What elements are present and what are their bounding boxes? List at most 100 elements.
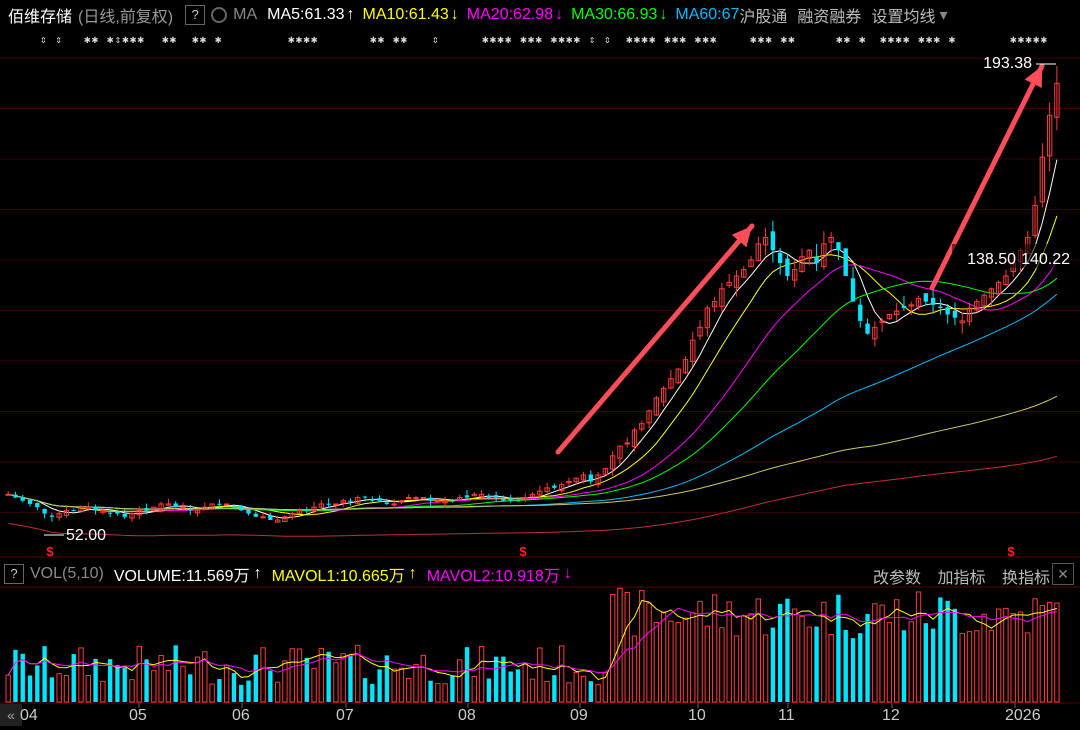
mavol1-line xyxy=(7,599,1058,681)
volume-bar xyxy=(959,632,965,703)
volume-bar xyxy=(522,663,528,703)
volume-bar xyxy=(930,628,936,702)
event-marker[interactable]: ✱✱✱✱✱ xyxy=(1010,33,1049,46)
candle-body xyxy=(194,509,201,514)
collapse-icon[interactable]: « xyxy=(0,704,22,726)
volume-bar xyxy=(151,670,157,703)
volume-bar xyxy=(493,656,499,702)
gear-icon[interactable] xyxy=(211,7,228,23)
candle-body xyxy=(136,509,142,516)
candle-body xyxy=(311,506,317,512)
event-marker[interactable]: ✱✱✱✱ xyxy=(288,33,319,46)
candle-body xyxy=(1032,204,1038,236)
stock-name[interactable]: 佰维存储 xyxy=(8,9,73,26)
candle-body xyxy=(858,304,863,321)
volume-bar xyxy=(239,684,244,702)
volume-actions: 改参数 加指标 换指标 xyxy=(861,564,1050,588)
event-marker[interactable]: ✱✱ ✱⇕✱✱✱ xyxy=(84,33,145,46)
volume-bar xyxy=(865,613,870,702)
set-ma-button[interactable]: 设置均线 xyxy=(871,9,936,26)
candle-body xyxy=(296,509,303,514)
hgt-link[interactable]: 沪股通 xyxy=(739,9,788,26)
event-s-marker[interactable]: $ xyxy=(1007,544,1015,559)
candle-body xyxy=(959,320,965,324)
trend-arrow xyxy=(929,63,1045,291)
chevron-down-icon[interactable]: ▾ xyxy=(939,7,948,24)
change-params-button[interactable]: 改参数 xyxy=(873,570,922,587)
candle-body xyxy=(923,293,928,302)
volume-bar xyxy=(188,674,193,702)
candle-body xyxy=(726,281,732,286)
event-marker[interactable]: ✱✱ ✱ xyxy=(836,33,867,46)
volume-bar xyxy=(602,672,609,703)
volume-bar xyxy=(690,612,696,703)
volume-bar xyxy=(442,683,448,703)
candle-body xyxy=(930,297,936,305)
candle-body xyxy=(71,510,76,512)
candle-body xyxy=(755,243,761,262)
event-marker[interactable]: ✱✱ ✱✱ xyxy=(370,33,409,46)
candle-body xyxy=(304,509,309,511)
volume-bar xyxy=(974,630,980,703)
candle-body xyxy=(435,500,441,503)
volume-bar xyxy=(799,615,805,703)
volume-bar xyxy=(20,653,25,702)
low-price-label: 52.00 xyxy=(66,527,106,544)
candle-body xyxy=(843,248,848,276)
event-marker[interactable]: ⇕ ⇕ xyxy=(40,33,63,46)
volume-bar xyxy=(923,623,928,702)
candle-body xyxy=(217,503,222,505)
x-tick: 12 xyxy=(882,707,900,724)
volume-help-button[interactable]: ? xyxy=(4,564,24,584)
rzrq-link[interactable]: 融资融券 xyxy=(797,9,862,26)
event-marker[interactable]: ✱✱ ✱ xyxy=(192,33,223,46)
candle-body xyxy=(370,499,375,501)
candle-body xyxy=(558,484,565,492)
volume-indicator-name: VOL(5,10) xyxy=(30,565,104,582)
candle-body xyxy=(260,516,266,519)
candle-body xyxy=(486,495,492,498)
candle-body xyxy=(515,500,521,502)
candle-body xyxy=(872,326,878,340)
candle-body xyxy=(988,288,995,298)
volume-bar xyxy=(588,681,593,702)
candle-body xyxy=(253,513,258,517)
event-marker[interactable]: ✱✱✱✱ ✱✱✱ ✱✱✱✱ ⇕ ⇕ xyxy=(482,33,612,46)
candle-body xyxy=(246,509,251,514)
x-tick: 08 xyxy=(458,707,476,724)
candle-body xyxy=(893,310,900,315)
volume-bar xyxy=(217,679,222,702)
volume-bar xyxy=(501,656,506,702)
event-marker[interactable]: ✱✱✱✱ ✱✱✱ ✱ xyxy=(880,33,957,46)
volume-bar xyxy=(450,675,455,702)
event-marker[interactable]: ⇕ xyxy=(432,33,440,46)
switch-indicator-button[interactable]: 换指标 xyxy=(1001,570,1050,587)
volume-bar xyxy=(515,669,521,702)
volume-bar xyxy=(209,683,215,703)
event-s-marker[interactable]: $ xyxy=(46,544,54,559)
event-marker[interactable]: ✱✱✱✱ ✱✱✱ ✱✱✱ xyxy=(626,33,718,46)
help-button[interactable]: ? xyxy=(185,5,206,25)
event-s-marker[interactable]: $ xyxy=(519,544,527,559)
volume-bar xyxy=(180,665,186,703)
add-indicator-button[interactable]: 加指标 xyxy=(937,570,986,587)
volume-bar xyxy=(246,680,251,702)
event-marker[interactable]: ✱✱ xyxy=(162,33,178,46)
close-icon[interactable]: ✕ xyxy=(1052,563,1074,585)
candle-body xyxy=(122,513,127,517)
volume-bar xyxy=(1010,613,1016,703)
candle-body xyxy=(326,503,331,505)
candle-body xyxy=(660,387,667,403)
candle-body xyxy=(741,269,747,278)
candle-body xyxy=(501,498,506,501)
volume-bar xyxy=(704,625,711,703)
volume-bar xyxy=(552,675,557,702)
volume-bar xyxy=(289,648,295,703)
volume-bar xyxy=(755,598,761,703)
volume-bar xyxy=(1054,602,1060,703)
event-marker[interactable]: ✱✱✱ ✱✱ xyxy=(750,33,796,46)
volume-bar xyxy=(733,635,740,703)
volume-bar xyxy=(398,667,405,703)
volume-bar xyxy=(413,664,419,703)
x-tick: 07 xyxy=(336,707,354,724)
